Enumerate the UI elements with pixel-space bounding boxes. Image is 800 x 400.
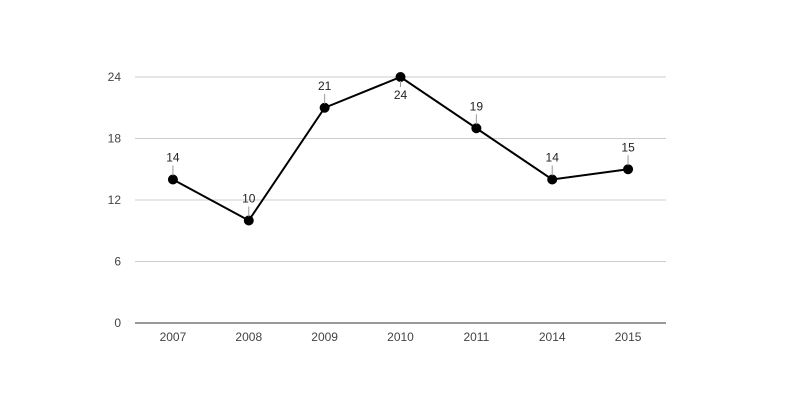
label-layer: 14 10 21 24 19 14 15 [166,79,635,217]
y-tick-label: 6 [114,255,121,269]
data-label: 24 [394,88,408,102]
x-tick-label: 2010 [387,330,414,344]
y-tick-label: 18 [108,132,122,146]
data-point [471,123,482,134]
data-label: 14 [546,151,560,165]
x-tick-label: 2014 [539,330,566,344]
x-tick-label: 2007 [160,330,187,344]
series-layer [167,72,634,226]
data-point [623,164,634,175]
x-tick-label: 2009 [311,330,338,344]
y-tick-label: 0 [114,316,121,330]
grid-layer [135,76,666,262]
data-label: 15 [621,140,635,154]
data-point [243,215,254,226]
data-label: 21 [318,79,332,93]
data-label: 10 [242,192,256,206]
y-tick-label: 12 [108,193,122,207]
data-point [319,102,330,113]
data-label: 19 [470,99,484,113]
x-tick-label: 2015 [615,330,642,344]
x-tick-label: 2008 [235,330,262,344]
data-point [547,174,558,185]
axis-layer: 0 6 12 18 24 2007 2008 2009 2010 2011 2014 2015 [108,70,666,344]
y-tick-label: 24 [108,70,122,84]
x-tick-label: 2011 [463,330,489,344]
data-point [395,72,406,82]
data-point [167,174,178,185]
data-label: 14 [166,151,180,165]
